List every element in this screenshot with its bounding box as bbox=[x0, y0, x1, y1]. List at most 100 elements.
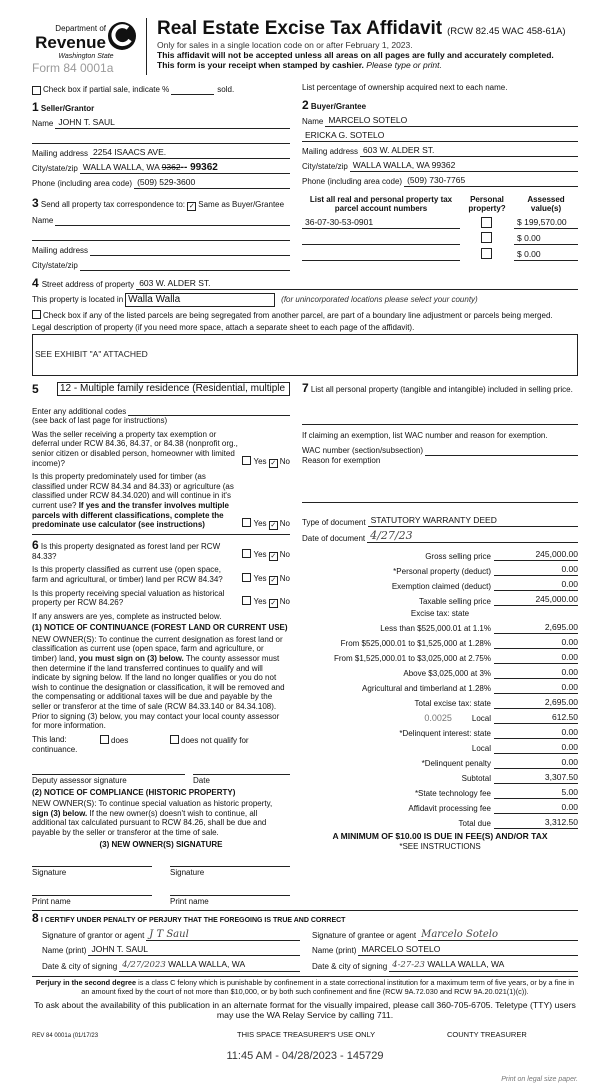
tax-row-value[interactable]: 0.00 bbox=[494, 579, 578, 592]
seller-mail-field[interactable]: 2254 ISAACS AVE. bbox=[90, 147, 290, 159]
seller-city-field[interactable]: WALLA WALLA, WA 9362-- 99362 bbox=[79, 162, 290, 174]
seller-name-value: JOHN T. SAUL bbox=[58, 117, 115, 127]
reason-field[interactable] bbox=[302, 491, 578, 504]
tax-row-value[interactable]: 0.00 bbox=[494, 637, 578, 649]
personal-property-checkbox[interactable] bbox=[480, 216, 492, 228]
codes-field[interactable] bbox=[128, 404, 290, 417]
q2-yes-checkbox[interactable] bbox=[242, 517, 252, 527]
tax-row-value[interactable]: 0.00 bbox=[494, 652, 578, 664]
does-not-checkbox[interactable] bbox=[170, 734, 179, 744]
new-owner-signature-1[interactable] bbox=[32, 855, 152, 868]
grantee-name-field[interactable]: MARCELO SOTELO bbox=[358, 944, 578, 956]
grantor-signature[interactable]: J T Saul bbox=[146, 929, 300, 941]
corr-name2-field[interactable] bbox=[32, 229, 290, 241]
corr-name-field[interactable] bbox=[55, 214, 290, 226]
grantee-date-field[interactable]: 4-27-23 WALLA WALLA, WA bbox=[389, 959, 578, 972]
parcel-number-field[interactable]: 36-07-30-53-0901 bbox=[302, 217, 460, 230]
grantee-city-value: WALLA WALLA, WA bbox=[427, 958, 505, 969]
buyer-phone-field[interactable]: (509) 730-7765 bbox=[404, 175, 578, 187]
print-name-2[interactable] bbox=[170, 884, 290, 896]
assessed-value-field[interactable]: $ 199,570.00 bbox=[514, 217, 578, 230]
assessed-value-field[interactable]: $ 0.00 bbox=[514, 249, 578, 261]
street-field[interactable]: 603 W. ALDER ST. bbox=[136, 278, 578, 290]
parcel-number-value: 36-07-30-53-0901 bbox=[305, 217, 374, 228]
buyer-name2-value: ERICKA G. SOTELO bbox=[305, 129, 385, 140]
grantor-signature-value: J T Saul bbox=[149, 928, 189, 940]
partial-percent-field[interactable] bbox=[171, 83, 215, 95]
new-owner-signature-2[interactable] bbox=[170, 855, 290, 868]
tax-row-value[interactable]: 0.00 bbox=[494, 667, 578, 679]
buyer-name2-field[interactable]: ERICKA G. SOTELO bbox=[302, 130, 578, 142]
print-name-label: Print name bbox=[32, 896, 71, 906]
deputy-signature-field[interactable] bbox=[32, 763, 185, 775]
tax-row-value[interactable]: 0.00 bbox=[494, 682, 578, 694]
parcel-header-1: List all real and personal property tax bbox=[309, 194, 453, 204]
doc-date-field[interactable]: 4/27/23 bbox=[367, 530, 578, 544]
tax-row-value[interactable]: 245,000.00 bbox=[494, 594, 578, 607]
same-as-buyer-checkbox[interactable]: ✓ bbox=[187, 202, 197, 211]
section-7-number: 7 bbox=[302, 381, 309, 396]
tax-row-value[interactable]: 0.00 bbox=[494, 742, 578, 754]
personal-property-checkbox[interactable] bbox=[480, 232, 492, 244]
divider bbox=[32, 533, 290, 535]
assessed-value-field[interactable]: $ 0.00 bbox=[514, 233, 578, 245]
seller-name2-field[interactable] bbox=[32, 132, 290, 144]
corr-city-field[interactable] bbox=[79, 259, 290, 271]
tax-row-value[interactable]: 2,695.00 bbox=[494, 697, 578, 709]
revision-label: REV 84 0001a (01/17/23 bbox=[32, 1033, 99, 1040]
seller-phone-field[interactable]: (509) 529-3600 bbox=[134, 177, 290, 189]
signature-label: Signature bbox=[32, 868, 67, 878]
seller-zip-struck: 9362 bbox=[161, 162, 181, 172]
tax-row-value[interactable]: 3,307.50 bbox=[494, 772, 578, 784]
tax-row-label: *Delinquent interest: state bbox=[399, 729, 491, 739]
segregated-checkbox[interactable] bbox=[32, 310, 41, 319]
tax-row-value[interactable]: 2,695.00 bbox=[494, 622, 578, 634]
corr-mail-field[interactable] bbox=[90, 244, 290, 256]
legal-description-field[interactable]: SEE EXHIBIT "A" ATTACHED bbox=[32, 334, 578, 377]
yes-label: Yes bbox=[253, 573, 267, 583]
tax-row-value[interactable]: 3,312.50 bbox=[494, 817, 578, 829]
seller-name-field[interactable]: JOHN T. SAUL bbox=[55, 117, 290, 129]
does-checkbox[interactable] bbox=[100, 734, 109, 744]
q2-no-checkbox[interactable]: ✓ bbox=[268, 520, 278, 530]
divider bbox=[32, 910, 578, 912]
tax-row-label: Less than $525,000.01 at 1.1% bbox=[380, 624, 491, 634]
personal-property-checkbox[interactable] bbox=[480, 247, 492, 259]
q3-yes-checkbox[interactable] bbox=[242, 549, 252, 559]
codes-note: (see back of last page for instructions) bbox=[32, 416, 168, 426]
parcel-number-field[interactable] bbox=[302, 249, 460, 261]
tax-row-value[interactable]: 245,000.00 bbox=[494, 549, 578, 562]
grantor-name-field[interactable]: JOHN T. SAUL bbox=[88, 944, 300, 956]
grantor-date-field[interactable]: 4/27/2023 WALLA WALLA, WA bbox=[119, 959, 300, 972]
tax-row-value[interactable]: 0.00 bbox=[494, 802, 578, 814]
q5-yes-checkbox[interactable] bbox=[242, 595, 252, 605]
tax-row: Subtotal 3,307.50 bbox=[302, 772, 578, 784]
land-use-select[interactable]: 12 - Multiple family residence (Resident… bbox=[57, 382, 290, 397]
tax-row-value[interactable]: 0.00 bbox=[494, 757, 578, 769]
tax-row-value[interactable]: 612.50 bbox=[494, 712, 578, 724]
q1-yes-checkbox[interactable] bbox=[242, 456, 252, 466]
county-select[interactable]: Walla Walla bbox=[125, 293, 276, 307]
buyer-name-field[interactable]: MARCELO SOTELO bbox=[325, 115, 578, 127]
personal-property-field[interactable] bbox=[302, 413, 578, 426]
partial-sale-checkbox[interactable] bbox=[32, 86, 41, 95]
deputy-date-field[interactable] bbox=[193, 763, 290, 775]
parcel-number-field[interactable] bbox=[302, 233, 460, 245]
buyer-mail-field[interactable]: 603 W. ALDER ST. bbox=[360, 145, 578, 157]
wac-field[interactable] bbox=[425, 444, 578, 456]
tax-row-value[interactable]: 5.00 bbox=[494, 787, 578, 799]
tax-row-value[interactable]: 0.00 bbox=[494, 727, 578, 739]
section-4-number: 4 bbox=[32, 276, 39, 290]
print-name-1[interactable] bbox=[32, 884, 152, 896]
doc-type-field[interactable]: STATUTORY WARRANTY DEED bbox=[367, 515, 578, 528]
tax-row-value[interactable]: 0.00 bbox=[494, 564, 578, 577]
q4-no-checkbox[interactable]: ✓ bbox=[268, 575, 278, 585]
q3-no-checkbox[interactable]: ✓ bbox=[268, 552, 278, 562]
buyer-city-field[interactable]: WALLA WALLA, WA 99362 bbox=[349, 160, 578, 172]
grantee-signature[interactable]: Marcelo Sotelo bbox=[418, 929, 578, 941]
assessed-value: $ 0.00 bbox=[517, 248, 541, 259]
q5-no-checkbox[interactable]: ✓ bbox=[268, 598, 278, 608]
q4-yes-checkbox[interactable] bbox=[242, 572, 252, 582]
does-label: does bbox=[111, 735, 129, 745]
q1-no-checkbox[interactable]: ✓ bbox=[268, 459, 278, 469]
